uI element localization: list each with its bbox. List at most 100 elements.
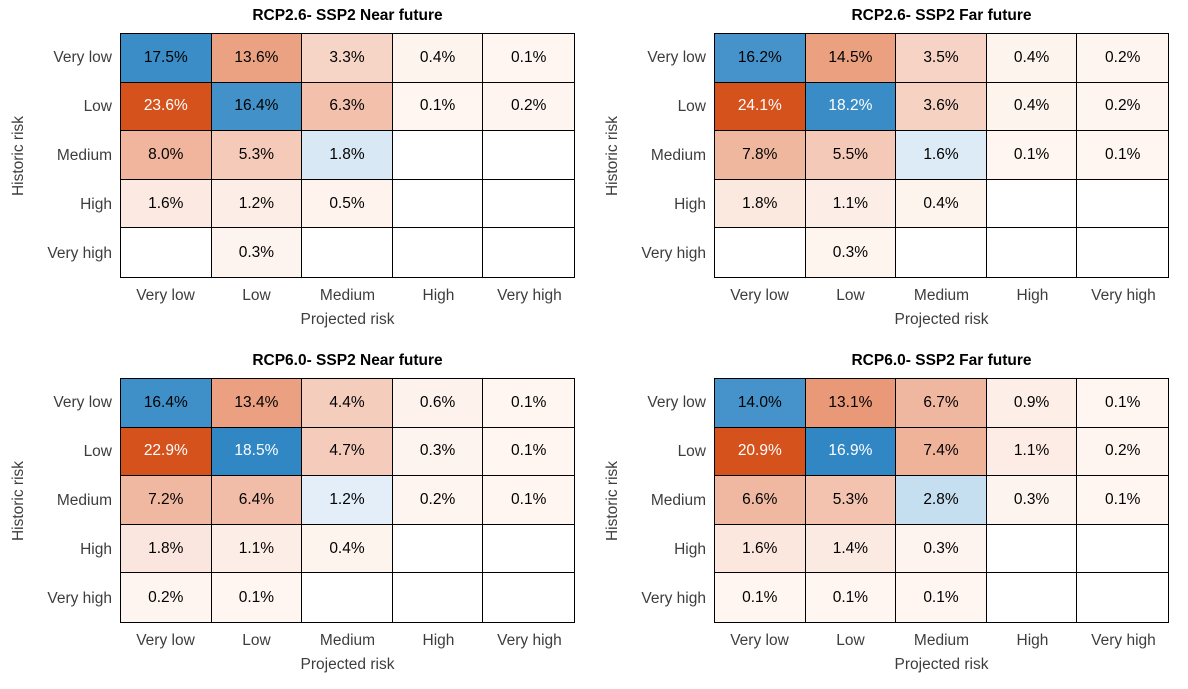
x-tick-label: Low xyxy=(242,287,271,304)
heatmap-cell xyxy=(1077,524,1168,574)
heatmap-cell: 0.1% xyxy=(483,476,574,525)
heatmap-cell: 0.4% xyxy=(896,179,987,229)
heatmap-cell: 3.6% xyxy=(896,82,987,132)
heatmap-cell: 5.3% xyxy=(211,131,303,180)
heatmap-cell: 0.3% xyxy=(896,524,987,574)
heatmap-cell: 0.1% xyxy=(1077,379,1168,428)
heatmap-cell xyxy=(715,228,806,277)
heatmap-cell: 0.1% xyxy=(896,573,987,622)
heatmap-cell: 0.2% xyxy=(483,82,574,132)
heatmap-cell: 0.4% xyxy=(986,82,1078,132)
heatmap-cell xyxy=(483,573,574,622)
heatmap-cell xyxy=(121,228,212,277)
x-axis-label: Projected risk xyxy=(300,656,395,673)
heatmap-cell: 6.3% xyxy=(302,82,393,132)
heatmap-cell: 0.1% xyxy=(1077,131,1168,180)
y-tick-label: Medium xyxy=(650,146,706,164)
heatmap-grid: 16.4% 13.4% 4.4% 0.6% 0.1% 22.9% 18.5% 4.7% 0.3%… xyxy=(120,378,575,623)
y-tick-label: Medium xyxy=(650,491,706,509)
heatmap-cell: 1.8% xyxy=(302,131,393,180)
heatmap-cell xyxy=(986,524,1078,574)
y-tick-label: Very high xyxy=(47,244,112,262)
heatmap-cell xyxy=(986,179,1078,229)
heatmap-cell: 0.2% xyxy=(1077,427,1168,477)
y-tick-label: High xyxy=(674,540,706,558)
x-axis-label: Projected risk xyxy=(894,311,989,328)
heatmap-cell: 0.4% xyxy=(986,34,1078,83)
heatmap-cell: 13.1% xyxy=(805,379,897,428)
heatmap-cell: 2.8% xyxy=(896,476,987,525)
heatmap-cell xyxy=(302,573,393,622)
y-tick-label: High xyxy=(674,195,706,213)
heatmap-cell xyxy=(1077,179,1168,229)
heatmap-cell: 3.3% xyxy=(302,34,393,83)
heatmap-cell: 0.1% xyxy=(483,427,574,477)
x-tick-label: Very high xyxy=(1091,287,1156,304)
heatmap-cell xyxy=(986,573,1078,622)
heatmap-cell: 0.5% xyxy=(302,179,393,229)
x-tick-label: Medium xyxy=(319,632,376,649)
heatmap-cell: 13.6% xyxy=(211,34,303,83)
heatmap-cell: 0.1% xyxy=(211,573,303,622)
heatmap-cell xyxy=(392,573,484,622)
x-tick-label: Medium xyxy=(913,287,970,304)
heatmap-cell: 1.8% xyxy=(121,524,212,574)
heatmap-grid: 14.0% 13.1% 6.7% 0.9% 0.1% 20.9% 16.9% 7.4% 1.1%… xyxy=(714,378,1169,623)
heatmap-cell: 7.2% xyxy=(121,476,212,525)
heatmap-cell: 5.3% xyxy=(805,476,897,525)
y-tick-label: Medium xyxy=(56,146,112,164)
x-tick-label: Low xyxy=(836,287,865,304)
heatmap-cell: 16.2% xyxy=(715,34,806,83)
heatmap-cell: 0.1% xyxy=(483,379,574,428)
heatmap-cell: 3.5% xyxy=(896,34,987,83)
heatmap-cell: 14.5% xyxy=(805,34,897,83)
y-tick-label: Medium xyxy=(56,491,112,509)
heatmap-cell: 4.4% xyxy=(302,379,393,428)
heatmap-cell xyxy=(392,131,484,180)
y-tick-label: Very high xyxy=(641,589,706,607)
heatmap-cell: 17.5% xyxy=(121,34,212,83)
heatmap-cell: 16.9% xyxy=(805,427,897,477)
x-tick-label: Very low xyxy=(730,632,789,649)
y-tick-label: High xyxy=(80,195,112,213)
heatmap-panel-2: RCP2.6- SSP2 Far future Historic risk 16.2… xyxy=(594,0,1188,344)
heatmap-grid: 17.5% 13.6% 3.3% 0.4% 0.1% 23.6% 16.4% 6.3% 0.1%… xyxy=(120,33,575,278)
heatmap-cell: 14.0% xyxy=(715,379,806,428)
y-tick-label: Very high xyxy=(47,589,112,607)
heatmap-cell: 0.3% xyxy=(805,228,897,277)
x-tick-label: Very low xyxy=(136,287,195,304)
heatmap-cell: 22.9% xyxy=(121,427,212,477)
heatmap-panel-3: RCP6.0- SSP2 Near future Historic risk 16.… xyxy=(0,345,594,689)
heatmap-cell: 1.2% xyxy=(211,179,303,229)
y-tick-label: Very high xyxy=(641,244,706,262)
heatmap-cell xyxy=(483,524,574,574)
heatmap-cell: 0.2% xyxy=(1077,82,1168,132)
panel-title: RCP6.0- SSP2 Far future xyxy=(851,352,1032,369)
heatmap-cell: 0.3% xyxy=(392,427,484,477)
y-tick-label: Very low xyxy=(53,48,112,66)
heatmap-cell: 0.1% xyxy=(1077,476,1168,525)
x-tick-label: High xyxy=(1016,287,1049,304)
panel-title: RCP2.6- SSP2 Far future xyxy=(851,7,1032,24)
heatmap-panel-4: RCP6.0- SSP2 Far future Historic risk 14.0… xyxy=(594,345,1188,689)
heatmap-cell xyxy=(392,179,484,229)
x-tick-label: High xyxy=(422,287,455,304)
y-tick-label: High xyxy=(80,540,112,558)
heatmap-cell xyxy=(896,228,987,277)
x-tick-label: Low xyxy=(242,632,271,649)
heatmap-cell: 16.4% xyxy=(121,379,212,428)
heatmap-cell: 0.2% xyxy=(392,476,484,525)
panel-title: RCP2.6- SSP2 Near future xyxy=(252,7,443,24)
x-tick-label: Very low xyxy=(730,287,789,304)
heatmap-cell: 6.6% xyxy=(715,476,806,525)
heatmap-cell xyxy=(483,131,574,180)
heatmap-cell: 0.1% xyxy=(392,82,484,132)
y-tick-label: Low xyxy=(83,442,112,460)
heatmap-cell: 8.0% xyxy=(121,131,212,180)
y-tick-label: Very low xyxy=(647,393,706,411)
heatmap-cell: 18.5% xyxy=(211,427,303,477)
heatmap-cell: 1.1% xyxy=(211,524,303,574)
heatmap-cell xyxy=(392,524,484,574)
y-tick-label: Low xyxy=(677,97,706,115)
